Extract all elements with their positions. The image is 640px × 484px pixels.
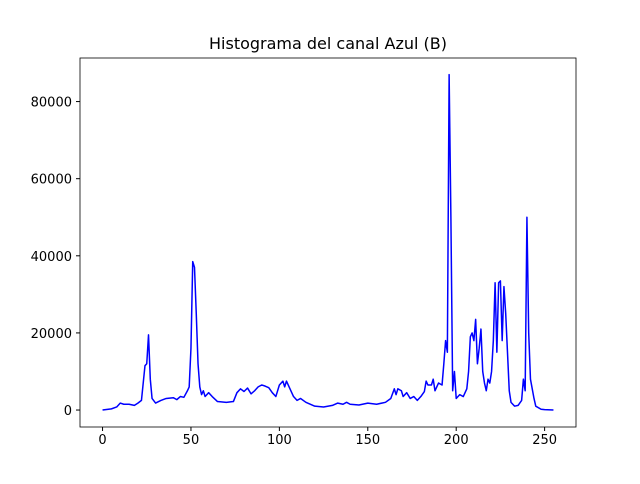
y-tick-label: 40000 bbox=[31, 250, 72, 265]
x-tick-label: 50 bbox=[183, 433, 200, 448]
x-tick-label: 200 bbox=[444, 433, 469, 448]
x-tick-label: 150 bbox=[355, 433, 380, 448]
x-tick-label: 100 bbox=[267, 433, 292, 448]
x-tick-label: 0 bbox=[98, 433, 106, 448]
x-tick-label: 250 bbox=[532, 433, 557, 448]
chart-title: Histograma del canal Azul (B) bbox=[209, 34, 447, 53]
plot-frame bbox=[79, 57, 577, 428]
y-tick-label: 20000 bbox=[31, 327, 72, 342]
y-tick-label: 60000 bbox=[31, 173, 72, 188]
y-tick-label: 80000 bbox=[31, 96, 72, 111]
line bbox=[102, 73, 554, 411]
y-tick-label: 0 bbox=[64, 404, 72, 419]
